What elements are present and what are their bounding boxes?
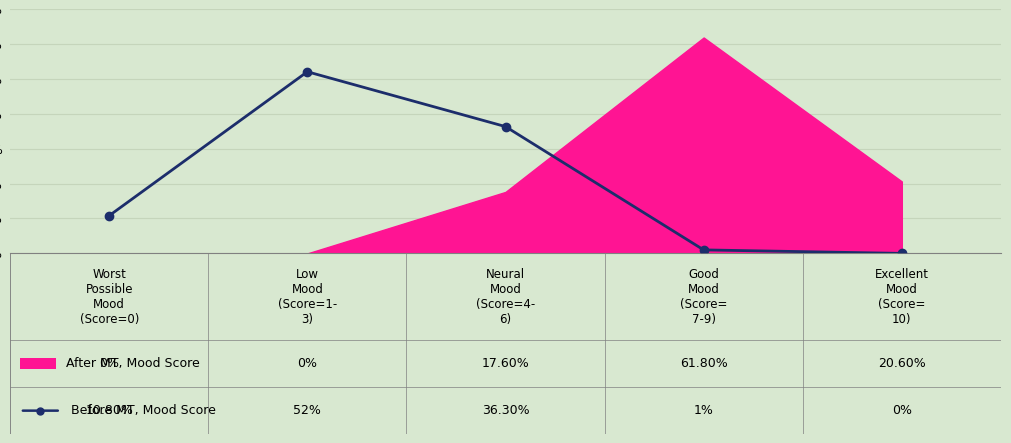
Text: 52%: 52% — [293, 404, 321, 417]
Text: 10.80%: 10.80% — [85, 404, 133, 417]
Text: Good
Mood
(Score=
7-9): Good Mood (Score= 7-9) — [680, 268, 727, 326]
Bar — [20, 358, 56, 369]
Text: Neural
Mood
(Score=4-
6): Neural Mood (Score=4- 6) — [476, 268, 535, 326]
Text: 61.80%: 61.80% — [679, 357, 728, 370]
Text: Worst
Possible
Mood
(Score=0): Worst Possible Mood (Score=0) — [80, 268, 139, 326]
Text: 0%: 0% — [99, 357, 119, 370]
Text: 20.60%: 20.60% — [878, 357, 926, 370]
Text: Before MT, Mood Score: Before MT, Mood Score — [71, 404, 215, 417]
Text: Low
Mood
(Score=1-
3): Low Mood (Score=1- 3) — [278, 268, 337, 326]
Text: 1%: 1% — [694, 404, 714, 417]
Text: 0%: 0% — [892, 404, 912, 417]
Text: 36.30%: 36.30% — [481, 404, 530, 417]
Text: 17.60%: 17.60% — [481, 357, 530, 370]
Text: After MT, Mood Score: After MT, Mood Score — [66, 357, 199, 370]
Text: Excellent
Mood
(Score=
10): Excellent Mood (Score= 10) — [875, 268, 929, 326]
Text: 0%: 0% — [297, 357, 317, 370]
